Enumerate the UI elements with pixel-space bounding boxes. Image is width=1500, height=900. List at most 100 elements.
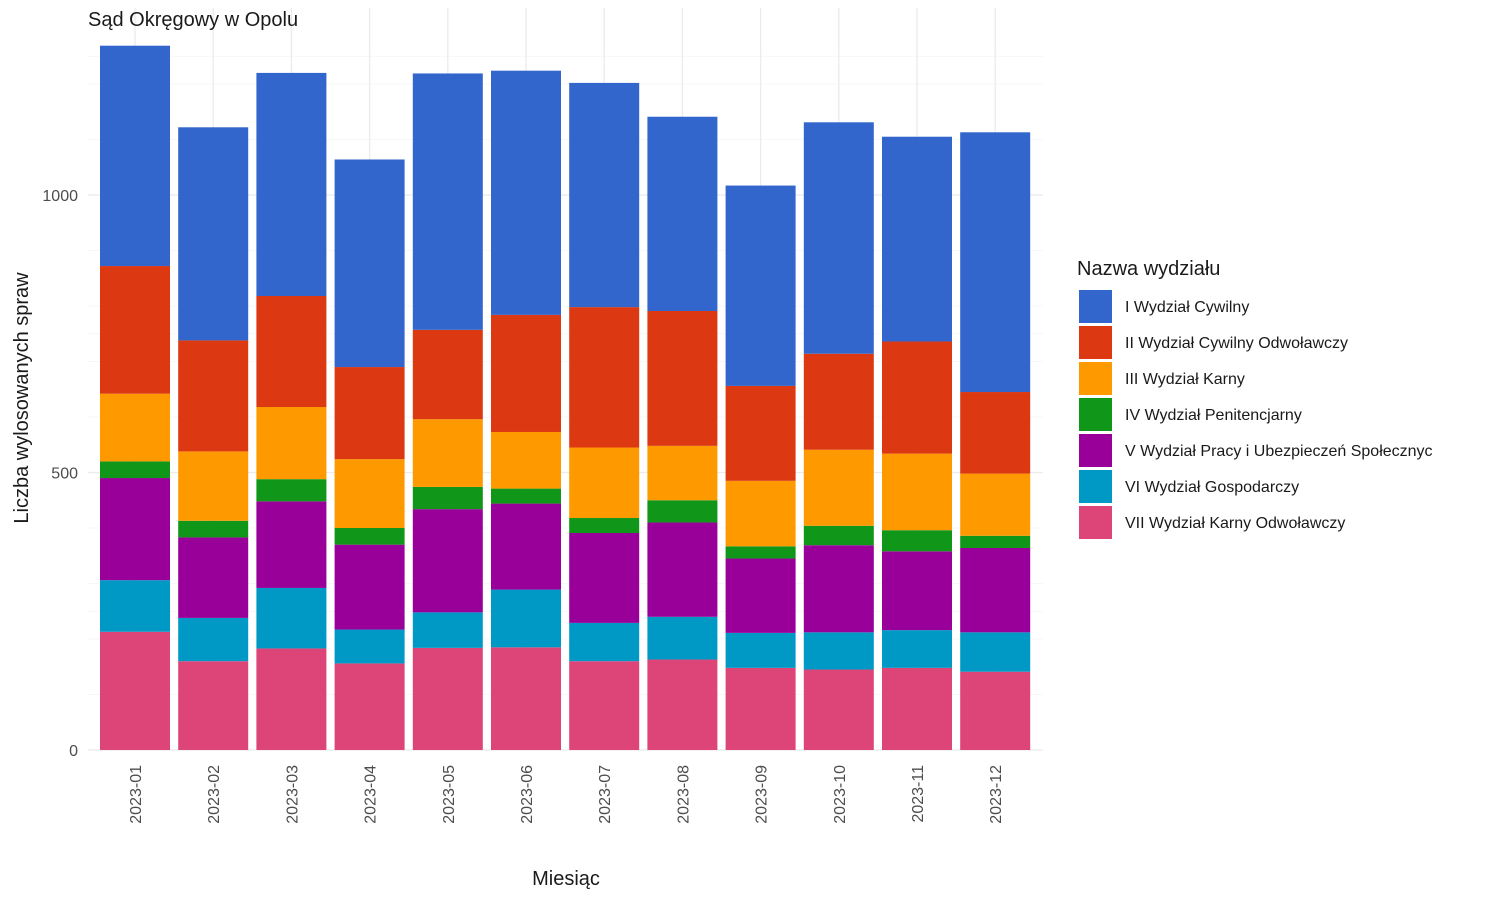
legend: Nazwa wydziału I Wydział Cywilny II Wydzi…: [1077, 258, 1433, 539]
bar-segment: [412, 329, 483, 420]
bar-segment: [647, 522, 718, 617]
x-tick-label: 2023-02: [206, 765, 223, 824]
bar-segment: [647, 116, 718, 311]
bar-segment: [569, 532, 640, 623]
bar-segment: [569, 518, 640, 533]
bar-segment: [256, 587, 327, 649]
bar-segment: [256, 72, 327, 297]
bar-segment: [882, 453, 952, 531]
bar-segment: [803, 449, 874, 526]
bar-segment: [178, 520, 249, 538]
bar-segment: [178, 451, 249, 521]
bar-segment: [725, 185, 796, 386]
bar-segment: [334, 367, 405, 460]
x-tick-label: 2023-07: [597, 765, 614, 824]
x-tick-label: 2023-04: [363, 765, 380, 824]
legend-label: IV Wydział Penitencjarny: [1125, 407, 1302, 424]
bar-segment: [100, 631, 170, 750]
bar-segment: [491, 314, 561, 432]
chart-title: Sąd Okręgowy w Opolu: [88, 9, 298, 31]
bar-segment: [882, 530, 952, 552]
bar-segment: [960, 632, 1031, 672]
bars: [100, 45, 1031, 750]
legend-swatch: [1079, 506, 1112, 539]
x-tick-label: 2023-09: [754, 765, 771, 824]
bar-segment: [725, 558, 796, 633]
x-tick-label: 2023-03: [284, 765, 301, 824]
x-axis-title: Miesiąc: [532, 868, 600, 890]
bar-segment: [412, 73, 483, 330]
legend-label: VI Wydział Gospodarczy: [1125, 479, 1299, 496]
bar-segment: [882, 551, 952, 631]
bar-segment: [803, 122, 874, 354]
bar-segment: [256, 479, 327, 502]
bar-segment: [256, 501, 327, 588]
bar-segment: [412, 486, 483, 510]
bar-segment: [412, 647, 483, 750]
legend-label: II Wydział Cywilny Odwoławczy: [1125, 335, 1348, 352]
bar-segment: [647, 445, 718, 501]
bar-segment: [412, 612, 483, 648]
x-tick-label: 2023-05: [441, 765, 458, 824]
bar-segment: [334, 629, 405, 664]
bar-segment: [178, 537, 249, 618]
bar-segment: [256, 296, 327, 408]
bar-segment: [334, 459, 405, 528]
bar-segment: [334, 544, 405, 630]
y-tick-label: 1000: [42, 188, 78, 205]
bar-segment: [882, 136, 952, 342]
bar-segment: [882, 341, 952, 454]
bar-segment: [412, 419, 483, 487]
y-axis-title: Liczba wylosowanych spraw: [11, 272, 33, 524]
bar-segment: [647, 500, 718, 523]
bar-segment: [491, 488, 561, 504]
bar-segment: [882, 667, 952, 750]
y-tick-label: 0: [69, 743, 78, 760]
bar-segment: [178, 340, 249, 452]
bar-segment: [491, 431, 561, 489]
y-axis: 0 500 1000: [42, 188, 78, 760]
bar-segment: [803, 353, 874, 450]
bar-segment: [960, 671, 1031, 750]
bar-segment: [569, 307, 640, 448]
legend-swatch: [1079, 290, 1112, 323]
x-tick-label: 2023-11: [910, 765, 927, 823]
bar-segment: [960, 535, 1031, 548]
bar-segment: [178, 617, 249, 662]
x-tick-label: 2023-10: [832, 765, 849, 824]
bar-segment: [569, 622, 640, 662]
bar-segment: [334, 528, 405, 545]
bar-segment: [725, 632, 796, 668]
bar-segment: [256, 407, 327, 480]
bar-segment: [100, 580, 170, 632]
bar-segment: [960, 392, 1031, 474]
bar-segment: [647, 310, 718, 446]
bar-segment: [803, 545, 874, 633]
legend-swatch: [1079, 434, 1112, 467]
legend-label: III Wydział Karny: [1125, 371, 1245, 388]
bar-segment: [491, 503, 561, 590]
legend-swatch: [1079, 362, 1112, 395]
bar-segment: [725, 667, 796, 750]
bar-segment: [178, 661, 249, 750]
bar-segment: [803, 525, 874, 546]
bar-segment: [725, 480, 796, 547]
x-axis: 2023-01 2023-02 2023-03 2023-04 2023-05 2023-…: [128, 765, 1005, 824]
bar-segment: [100, 45, 170, 267]
bar-segment: [725, 546, 796, 559]
bar-segment: [960, 547, 1031, 633]
bar-segment: [647, 659, 718, 750]
legend-swatch: [1079, 470, 1112, 503]
bar-segment: [178, 127, 249, 341]
bar-segment: [803, 669, 874, 750]
legend-title: Nazwa wydziału: [1077, 258, 1220, 280]
x-tick-label: 2023-12: [988, 765, 1005, 824]
bar-segment: [256, 648, 327, 750]
bar-segment: [100, 478, 170, 581]
bar-segment: [569, 661, 640, 750]
legend-swatch: [1079, 398, 1112, 431]
bar-segment: [569, 447, 640, 519]
legend-label: V Wydział Pracy i Ubezpieczeń Społecznyc: [1125, 443, 1433, 460]
bar-segment: [960, 473, 1031, 536]
